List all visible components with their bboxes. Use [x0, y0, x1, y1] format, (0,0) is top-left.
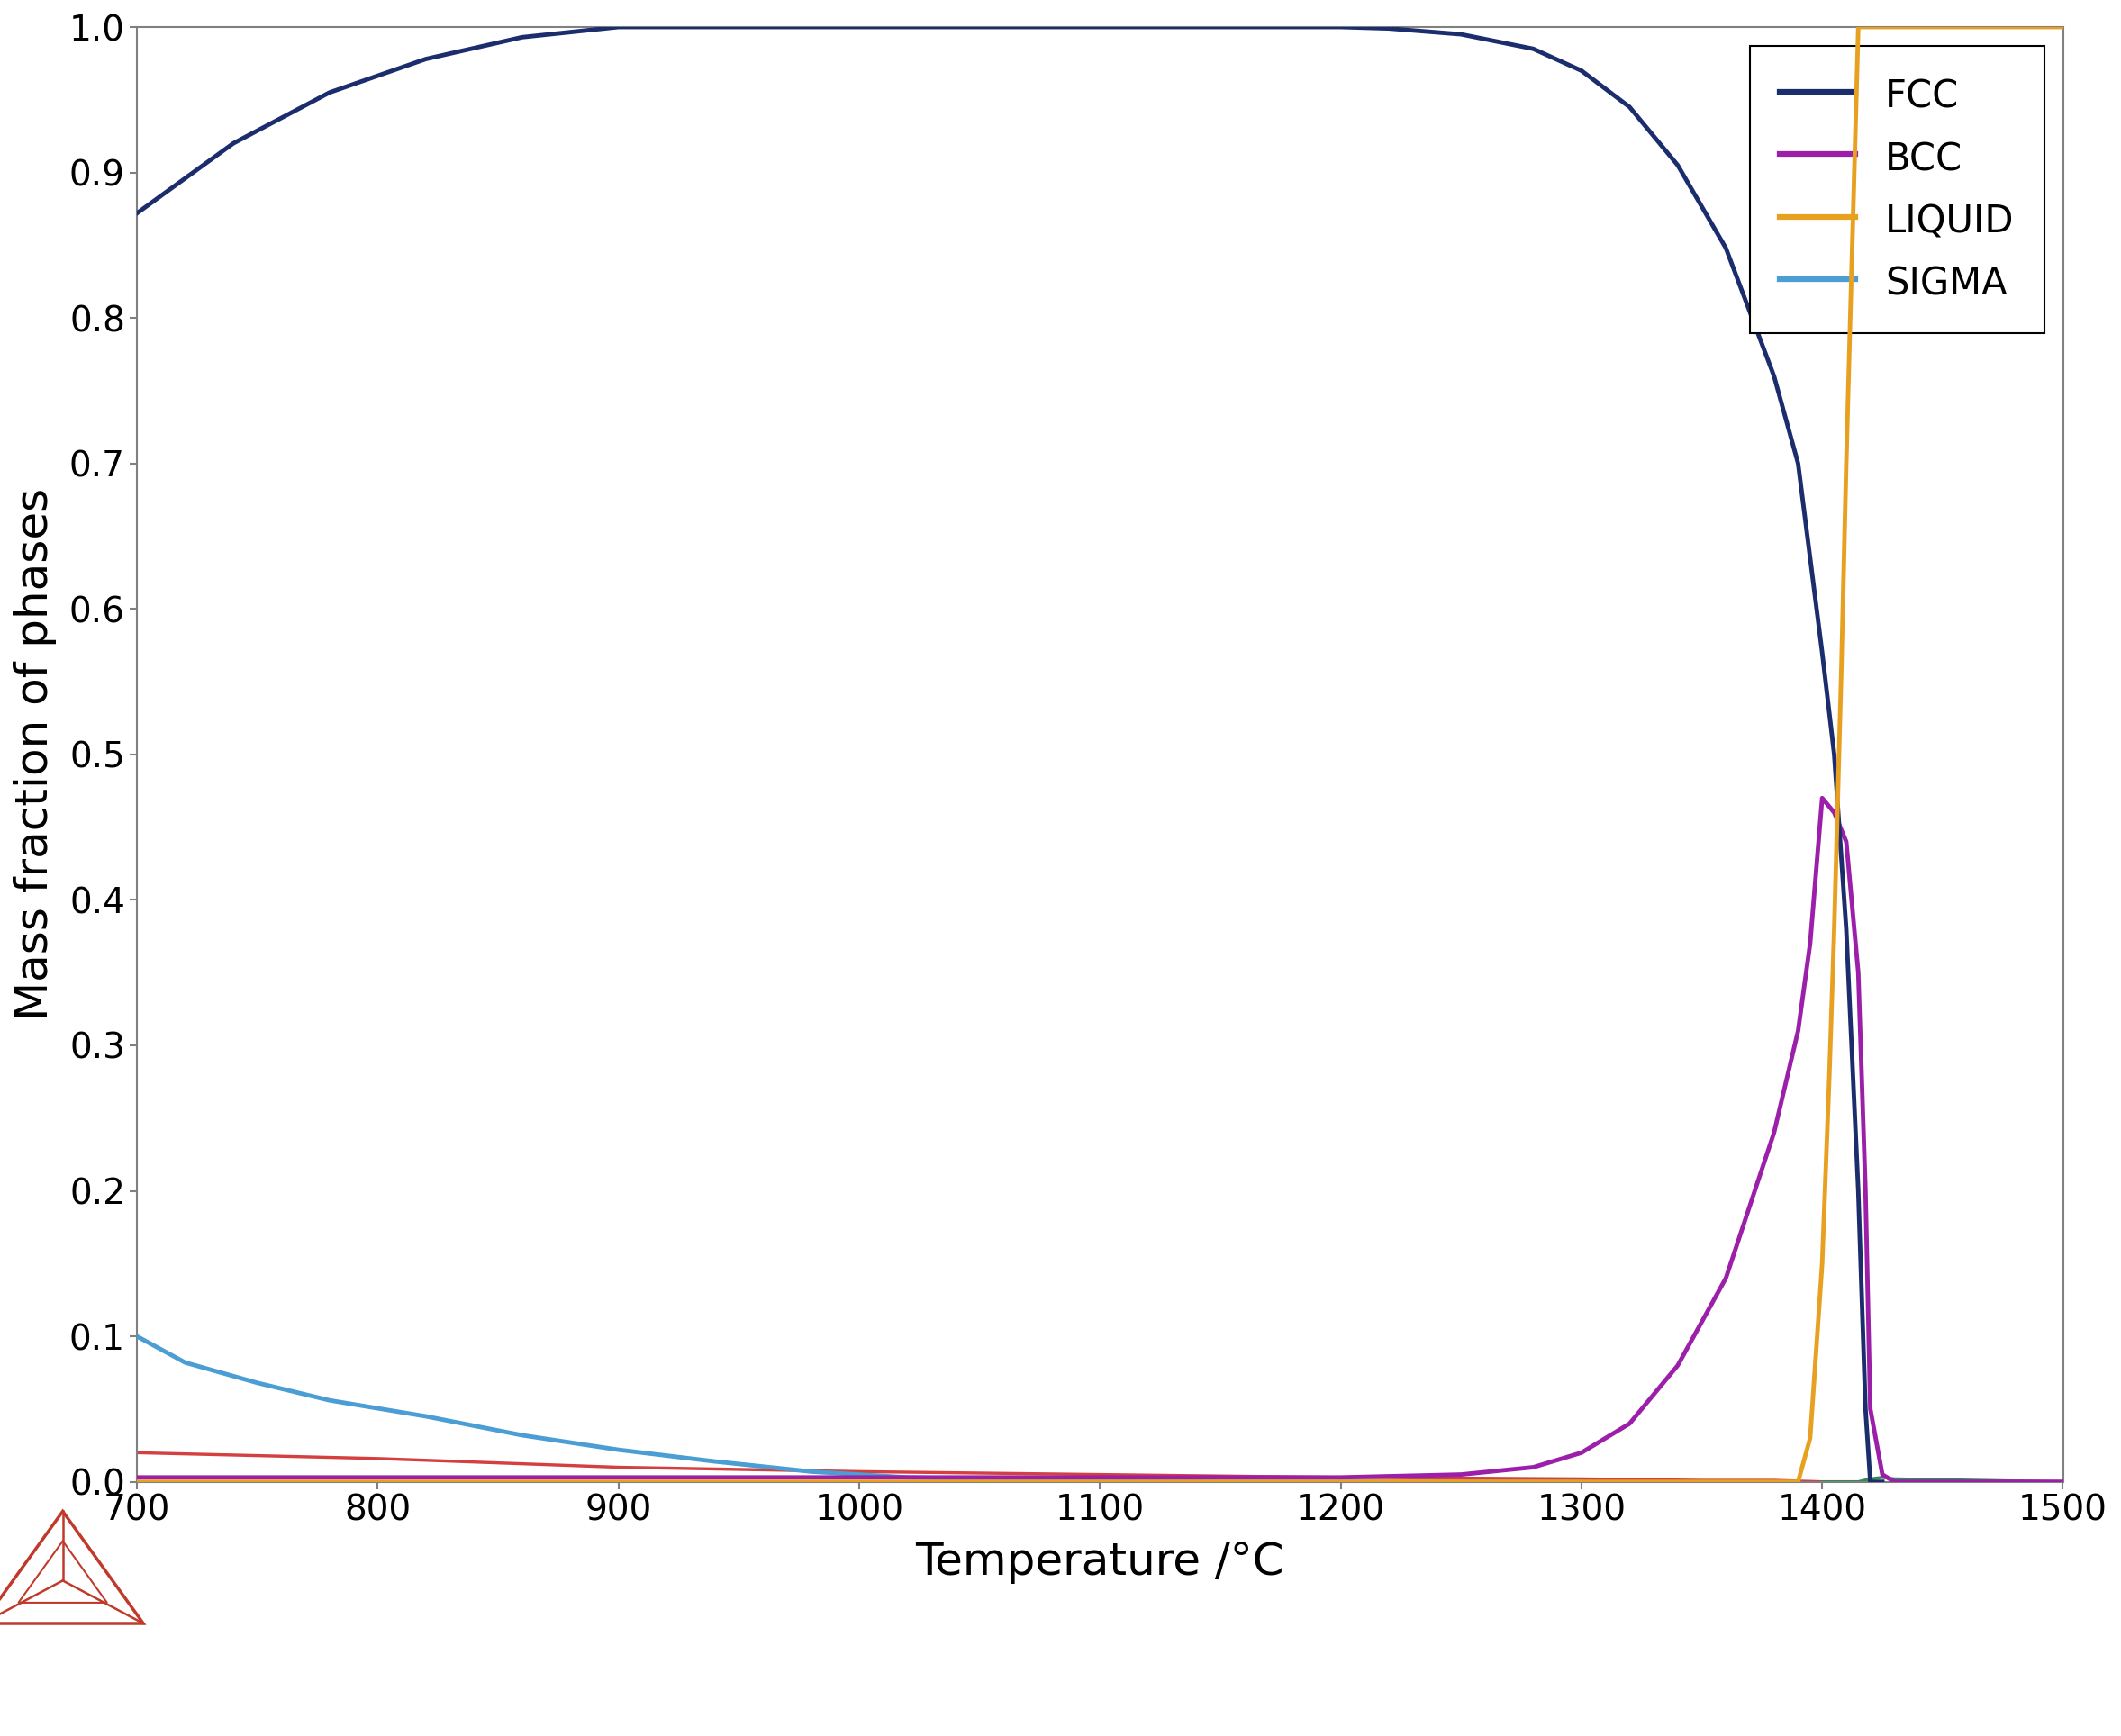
X-axis label: Temperature /°C: Temperature /°C	[916, 1540, 1285, 1583]
Y-axis label: Mass fraction of phases: Mass fraction of phases	[13, 488, 57, 1021]
Legend: FCC, BCC, LIQUID, SIGMA: FCC, BCC, LIQUID, SIGMA	[1750, 45, 2045, 333]
